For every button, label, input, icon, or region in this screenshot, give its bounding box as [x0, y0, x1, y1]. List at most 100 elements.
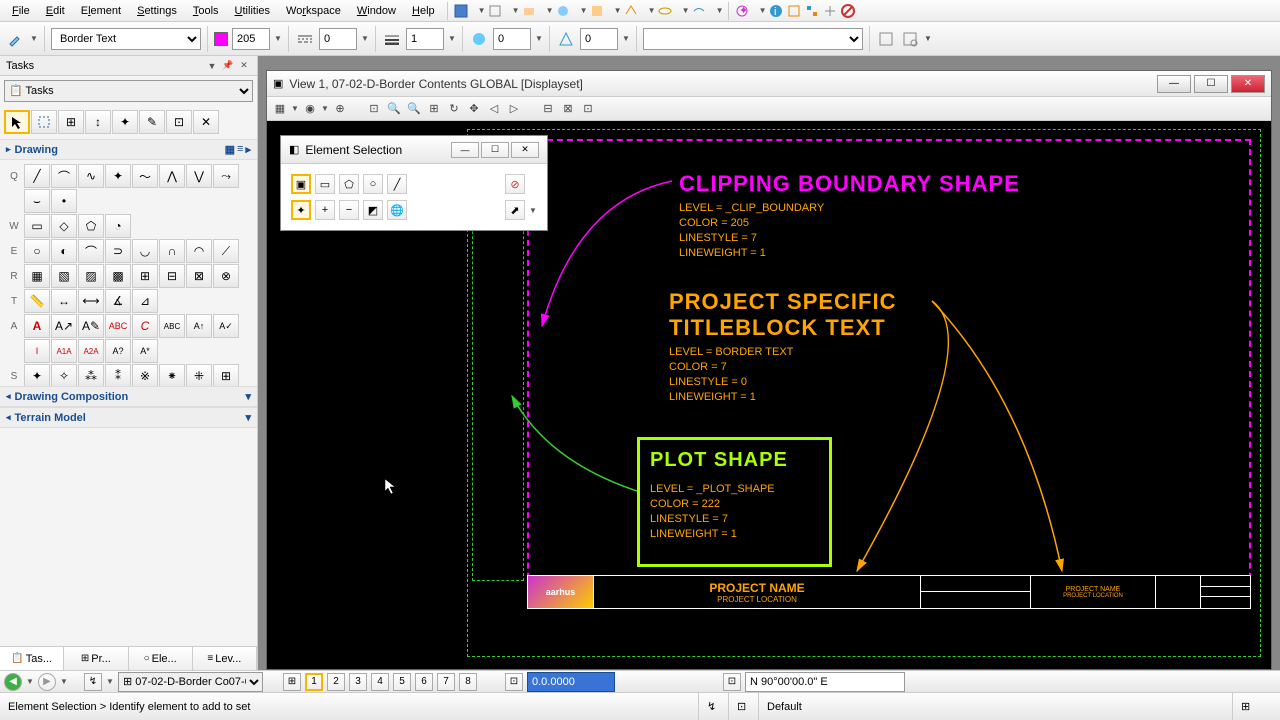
tool-r5[interactable]: ⊞: [132, 264, 158, 288]
transparency-icon[interactable]: [556, 29, 576, 49]
tool-e1[interactable]: ○: [24, 239, 50, 263]
toolbar-icon-6[interactable]: [623, 3, 639, 19]
tool-q4[interactable]: ✦: [105, 164, 131, 188]
toolbar-icon-delete[interactable]: [840, 3, 856, 19]
tool-s7[interactable]: ⁜: [186, 364, 212, 386]
color-number-input[interactable]: [232, 28, 270, 50]
drawing-section-header[interactable]: ▸Drawing ▦≡▸: [0, 139, 257, 160]
tool-s3[interactable]: ⁂: [78, 364, 104, 386]
views-icon[interactable]: ⊞: [283, 673, 301, 691]
toolbar-icon-7[interactable]: [657, 3, 673, 19]
view-btn-1[interactable]: 1: [305, 673, 323, 691]
toolbar-extra-1[interactable]: [876, 29, 896, 49]
tool-q9[interactable]: ⌣: [24, 189, 50, 213]
tool-m7[interactable]: ⊡: [166, 110, 192, 134]
menu-edit[interactable]: Edit: [38, 2, 73, 20]
toolbar-extra-2[interactable]: [900, 29, 920, 49]
tool-q2[interactable]: ⌒: [51, 164, 77, 188]
tool-e7[interactable]: ◠: [186, 239, 212, 263]
tab-elements[interactable]: ○Ele...: [129, 647, 193, 670]
status-icon-2[interactable]: ⊡: [728, 693, 758, 720]
view-btn-5[interactable]: 5: [393, 673, 411, 691]
tool-q7[interactable]: ⋁: [186, 164, 212, 188]
sel-method-all[interactable]: 🌐: [387, 200, 407, 220]
tool-s4[interactable]: ⁑: [105, 364, 131, 386]
tool-a13[interactable]: A*: [132, 339, 158, 363]
toolbar-icon-8[interactable]: [691, 3, 707, 19]
menu-element[interactable]: Element: [73, 2, 129, 20]
tool-r6[interactable]: ⊟: [159, 264, 185, 288]
sel-handles-icon[interactable]: ⬈: [505, 200, 525, 220]
nav-forward-button[interactable]: ▶: [38, 673, 56, 691]
tasks-combo[interactable]: 📋 Tasks: [4, 80, 253, 102]
dialog-close-button[interactable]: ✕: [511, 142, 539, 158]
model-combo[interactable]: ⊞ 07-02-D-Border Co07-02-D-Border Co: [118, 672, 263, 692]
tool-q3[interactable]: ∿: [78, 164, 104, 188]
tool-a8[interactable]: A✓: [213, 314, 239, 338]
tasks-close-icon[interactable]: ✕: [237, 59, 251, 73]
tool-m4[interactable]: ↕: [85, 110, 111, 134]
sel-method-invert[interactable]: ◩: [363, 200, 383, 220]
tool-a4[interactable]: ABC: [105, 314, 131, 338]
sel-method-add[interactable]: +: [315, 200, 335, 220]
tab-projects[interactable]: ⊞Pr...: [64, 647, 128, 670]
tool-a3[interactable]: A✎: [78, 314, 104, 338]
bearing-input[interactable]: [745, 672, 905, 692]
accudraw-icon[interactable]: ↯: [84, 673, 102, 691]
tool-brush-icon[interactable]: [6, 29, 26, 49]
menu-settings[interactable]: Settings: [129, 2, 185, 20]
view-tool-3[interactable]: ⊕: [331, 100, 349, 118]
dialog-minimize-button[interactable]: —: [451, 142, 479, 158]
lineweight-input[interactable]: [406, 28, 444, 50]
color-swatch[interactable]: [214, 32, 228, 46]
tool-w3[interactable]: ⬠: [78, 214, 104, 238]
tool-r3[interactable]: ▨: [78, 264, 104, 288]
tool-m8[interactable]: ✕: [193, 110, 219, 134]
tasks-dropdown-icon[interactable]: ▼: [205, 59, 219, 73]
sel-method-sub[interactable]: −: [339, 200, 359, 220]
tool-w4[interactable]: ◔: [105, 214, 131, 238]
tool-a5[interactable]: C: [132, 314, 158, 338]
view-pan-icon[interactable]: ✥: [465, 100, 483, 118]
sel-mode-circle[interactable]: ○: [363, 174, 383, 194]
menu-workspace[interactable]: Workspace: [278, 2, 349, 20]
level-combo[interactable]: Border Text: [51, 28, 201, 50]
view-prev-icon[interactable]: ◁: [485, 100, 503, 118]
view-btn-4[interactable]: 4: [371, 673, 389, 691]
tool-q8[interactable]: ⤳: [213, 164, 239, 188]
view-btn-6[interactable]: 6: [415, 673, 433, 691]
coord-x-input[interactable]: [527, 672, 615, 692]
tab-tasks[interactable]: 📋Tas...: [0, 647, 64, 670]
toolbar-icon-10[interactable]: [786, 3, 802, 19]
tool-a6[interactable]: ABC: [159, 314, 185, 338]
view-zoom-in-icon[interactable]: 🔍: [385, 100, 403, 118]
view-btn-3[interactable]: 3: [349, 673, 367, 691]
selection-tool[interactable]: [4, 110, 30, 134]
tool-r7[interactable]: ⊠: [186, 264, 212, 288]
tool-a1[interactable]: A: [24, 314, 50, 338]
view-rotate-icon[interactable]: ↻: [445, 100, 463, 118]
tool-m3[interactable]: ⊞: [58, 110, 84, 134]
tool-t4[interactable]: ∡: [105, 289, 131, 313]
tool-w2[interactable]: ◇: [51, 214, 77, 238]
view-tool-x2[interactable]: ⊠: [559, 100, 577, 118]
tool-t3[interactable]: ⟷: [78, 289, 104, 313]
toolbar-icon-2[interactable]: [487, 3, 503, 19]
linestyle-input[interactable]: [319, 28, 357, 50]
template-combo[interactable]: [643, 28, 863, 50]
tool-r2[interactable]: ▧: [51, 264, 77, 288]
tool-r4[interactable]: ▩: [105, 264, 131, 288]
priority-icon[interactable]: [469, 29, 489, 49]
tool-a10[interactable]: A1A: [51, 339, 77, 363]
view-attributes-icon[interactable]: ▦: [271, 100, 289, 118]
tool-s5[interactable]: ※: [132, 364, 158, 386]
sel-method-new[interactable]: ✦: [291, 200, 311, 220]
tool-q5[interactable]: 〜: [132, 164, 158, 188]
menu-tools[interactable]: Tools: [185, 2, 227, 20]
tool-e5[interactable]: ◡: [132, 239, 158, 263]
toolbar-icon-4[interactable]: [555, 3, 571, 19]
tool-a2[interactable]: A↗: [51, 314, 77, 338]
view-minimize-button[interactable]: —: [1157, 75, 1191, 93]
tool-a12[interactable]: A?: [105, 339, 131, 363]
tool-t2[interactable]: ↔: [51, 289, 77, 313]
